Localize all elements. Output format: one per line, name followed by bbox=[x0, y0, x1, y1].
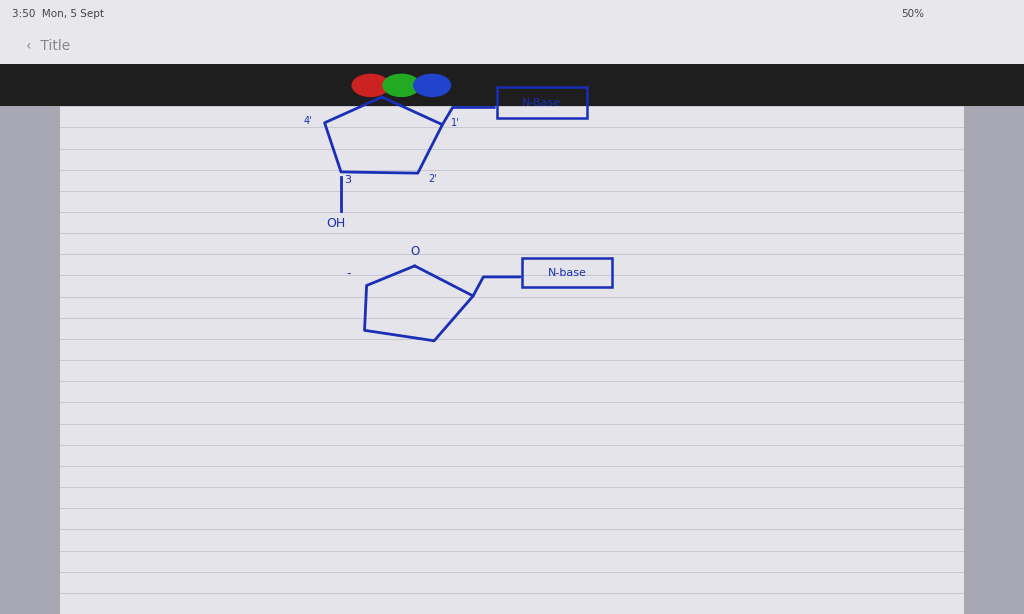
FancyBboxPatch shape bbox=[0, 28, 1024, 64]
Text: OH: OH bbox=[327, 217, 345, 230]
Text: 3:50  Mon, 5 Sept: 3:50 Mon, 5 Sept bbox=[12, 9, 104, 19]
Text: 3: 3 bbox=[344, 175, 351, 185]
Text: 1': 1' bbox=[451, 118, 459, 128]
Text: 50%: 50% bbox=[901, 9, 924, 19]
FancyBboxPatch shape bbox=[0, 0, 1024, 28]
Text: ‹  Title: ‹ Title bbox=[26, 39, 70, 53]
Text: -: - bbox=[346, 266, 350, 280]
Circle shape bbox=[383, 74, 420, 96]
Text: 4': 4' bbox=[304, 116, 312, 126]
FancyBboxPatch shape bbox=[0, 64, 1024, 106]
Text: O: O bbox=[377, 77, 387, 90]
Circle shape bbox=[414, 74, 451, 96]
FancyBboxPatch shape bbox=[0, 106, 60, 614]
FancyBboxPatch shape bbox=[60, 106, 964, 614]
Circle shape bbox=[352, 74, 389, 96]
Text: 2': 2' bbox=[428, 174, 437, 184]
Text: O: O bbox=[410, 246, 420, 258]
Text: N-base: N-base bbox=[548, 268, 587, 278]
Text: N-Base: N-Base bbox=[522, 98, 561, 107]
FancyBboxPatch shape bbox=[964, 106, 1024, 614]
